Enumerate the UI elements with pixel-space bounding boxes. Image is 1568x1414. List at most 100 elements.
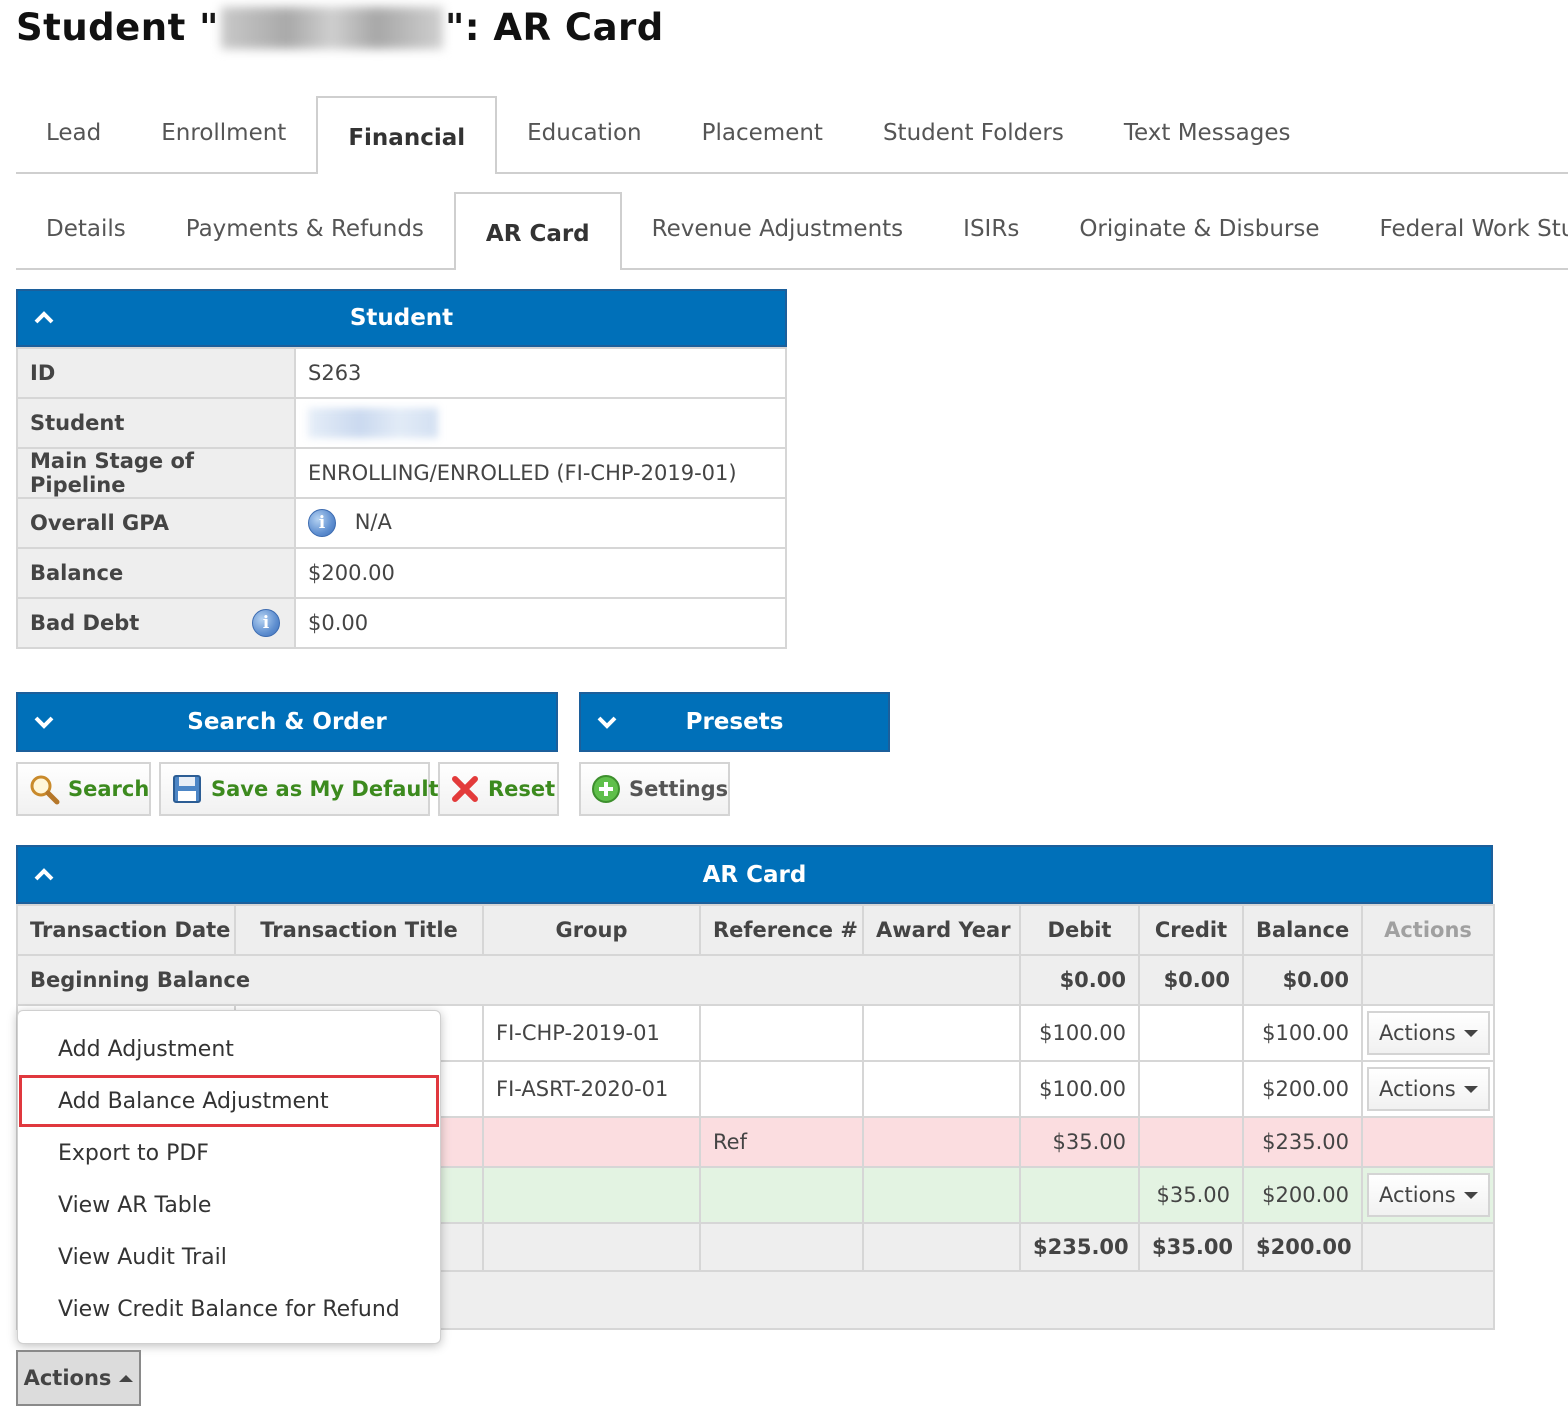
col-transaction-date[interactable]: Transaction Date xyxy=(16,904,236,956)
save-default-button[interactable]: Save as My Default xyxy=(159,762,439,816)
tab-student-folders[interactable]: Student Folders xyxy=(882,120,1064,146)
menu-item-view-audit-trail[interactable]: View Audit Trail xyxy=(58,1244,227,1270)
bottom-actions-label: Actions xyxy=(23,1366,112,1390)
tab-federal-work-study[interactable]: Federal Work Study xyxy=(1379,216,1568,242)
row-balance: $235.00 xyxy=(1242,1116,1363,1168)
chevron-down-icon xyxy=(597,716,617,729)
student-info-table: ID S263 Student Main Stage of Pipeline E… xyxy=(16,347,787,649)
col-reference[interactable]: Reference # xyxy=(699,904,864,956)
title-prefix: Student " xyxy=(16,6,219,49)
bad-debt-label: Bad Debt xyxy=(30,611,140,635)
reset-button[interactable]: Reset xyxy=(438,762,559,816)
gpa-value: N/A xyxy=(354,510,392,534)
info-icon[interactable]: i xyxy=(308,509,336,537)
caret-up-icon xyxy=(119,1374,134,1382)
search-button-label: Search xyxy=(68,777,150,801)
floppy-disk-icon xyxy=(173,775,201,803)
redacted-student-link[interactable] xyxy=(308,408,438,438)
row-actions-button[interactable]: Actions xyxy=(1367,1173,1490,1217)
bad-debt-value[interactable]: $0.00 xyxy=(294,597,787,649)
row-credit xyxy=(1138,1004,1244,1062)
col-group[interactable]: Group xyxy=(482,904,701,956)
green-plus-icon xyxy=(592,775,620,803)
id-value: S263 xyxy=(294,347,787,399)
col-credit[interactable]: Credit xyxy=(1138,904,1244,956)
settings-button[interactable]: Settings xyxy=(579,762,730,816)
row-credit xyxy=(1138,1116,1244,1168)
tab-financial[interactable]: Financial xyxy=(316,96,498,174)
chevron-up-icon xyxy=(34,311,54,324)
beginning-debit: $0.00 xyxy=(1019,954,1140,1006)
ar-card-panel-header[interactable]: AR Card xyxy=(16,845,1493,904)
search-order-title: Search & Order xyxy=(187,709,387,735)
ar-card-title: AR Card xyxy=(702,861,807,888)
col-debit[interactable]: Debit xyxy=(1019,904,1140,956)
student-value[interactable] xyxy=(294,397,787,449)
tab-education[interactable]: Education xyxy=(527,120,642,146)
beginning-credit: $0.00 xyxy=(1138,954,1244,1006)
magnifier-icon xyxy=(30,775,60,805)
col-award-year[interactable]: Award Year xyxy=(862,904,1021,956)
pipeline-link[interactable]: ENROLLING/ENROLLED (FI-CHP-2019-01) xyxy=(294,447,787,499)
row-debit[interactable]: $100.00 xyxy=(1019,1060,1140,1118)
tab-ar-card[interactable]: AR Card xyxy=(453,192,622,270)
gpa-label: Overall GPA xyxy=(16,497,296,549)
row-balance: $100.00 xyxy=(1242,1004,1363,1062)
save-default-label: Save as My Default xyxy=(211,777,439,801)
pipeline-label: Main Stage of Pipeline xyxy=(16,447,296,499)
tab-isirs[interactable]: ISIRs xyxy=(963,216,1020,242)
tab-revenue-adjustments[interactable]: Revenue Adjustments xyxy=(651,216,904,242)
tab-text-messages[interactable]: Text Messages xyxy=(1123,120,1291,146)
search-order-panel-header[interactable]: Search & Order xyxy=(16,692,558,752)
tab-details[interactable]: Details xyxy=(46,216,126,242)
balance-label: Balance xyxy=(16,547,296,599)
row-reference xyxy=(699,1004,864,1062)
total-debit: $235.00 xyxy=(1019,1222,1140,1272)
row-balance: $200.00 xyxy=(1242,1060,1363,1118)
row-reference xyxy=(699,1060,864,1118)
caret-down-icon xyxy=(1463,1191,1478,1199)
total-balance: $200.00 xyxy=(1242,1222,1363,1272)
redacted-student-name xyxy=(220,6,443,49)
search-button[interactable]: Search xyxy=(16,762,151,816)
menu-item-export-pdf[interactable]: Export to PDF xyxy=(58,1140,209,1166)
student-panel-title: Student xyxy=(349,305,454,331)
col-transaction-title[interactable]: Transaction Title xyxy=(234,904,484,956)
page-title: Student " ": AR Card xyxy=(16,6,664,49)
student-label: Student xyxy=(16,397,296,449)
beginning-balance: $0.00 xyxy=(1242,954,1363,1006)
sub-tabs: Details Payments & Refunds AR Card Reven… xyxy=(16,192,1568,270)
beginning-balance-label: Beginning Balance xyxy=(16,954,1021,1006)
menu-item-view-ar-table[interactable]: View AR Table xyxy=(58,1192,212,1218)
red-x-icon xyxy=(452,776,478,802)
menu-item-add-adjustment[interactable]: Add Adjustment xyxy=(58,1036,234,1062)
menu-item-view-credit-balance[interactable]: View Credit Balance for Refund xyxy=(58,1296,400,1322)
row-group xyxy=(482,1166,701,1224)
gpa-cell: i N/A xyxy=(294,497,787,549)
col-balance[interactable]: Balance xyxy=(1242,904,1363,956)
tab-lead[interactable]: Lead xyxy=(46,120,102,146)
menu-item-add-balance-adjustment[interactable]: Add Balance Adjustment xyxy=(19,1075,439,1127)
row-debit[interactable]: $35.00 xyxy=(1019,1116,1140,1168)
bad-debt-label-cell: Bad Debt i xyxy=(16,597,296,649)
presets-panel-header[interactable]: Presets xyxy=(579,692,890,752)
tab-placement[interactable]: Placement xyxy=(701,120,823,146)
title-suffix: ": AR Card xyxy=(444,6,664,49)
tab-enrollment[interactable]: Enrollment xyxy=(161,120,287,146)
caret-down-icon xyxy=(1463,1085,1478,1093)
info-icon[interactable]: i xyxy=(252,609,280,637)
row-debit[interactable]: $100.00 xyxy=(1019,1004,1140,1062)
row-credit[interactable]: $35.00 xyxy=(1138,1166,1244,1224)
student-panel-header[interactable]: Student xyxy=(16,289,787,347)
tab-payments-refunds[interactable]: Payments & Refunds xyxy=(185,216,424,242)
row-actions-button[interactable]: Actions xyxy=(1367,1067,1490,1111)
row-reference: Ref xyxy=(699,1116,864,1168)
bottom-actions-button[interactable]: Actions xyxy=(16,1350,141,1406)
row-actions-button[interactable]: Actions xyxy=(1367,1011,1490,1055)
presets-title: Presets xyxy=(685,709,784,735)
settings-button-label: Settings xyxy=(629,777,729,801)
row-reference xyxy=(699,1166,864,1224)
reset-button-label: Reset xyxy=(488,777,556,801)
tab-originate-disburse[interactable]: Originate & Disburse xyxy=(1079,216,1320,242)
row-debit xyxy=(1019,1166,1140,1224)
